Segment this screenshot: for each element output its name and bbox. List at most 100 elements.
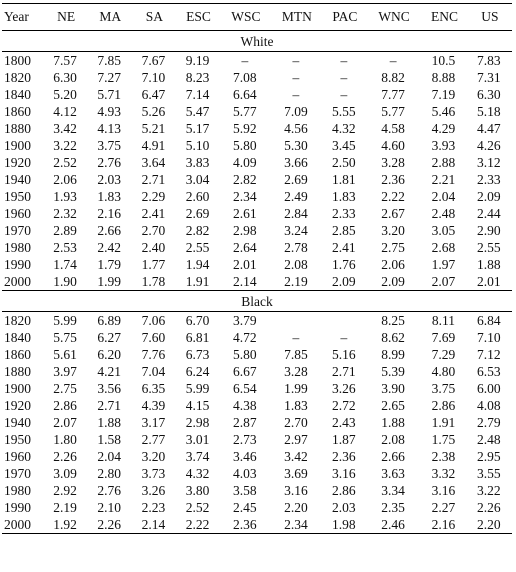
value-cell: 1.83 [284,398,308,413]
value-cell: 2.01 [477,274,501,289]
value-cell: 2.79 [477,415,501,430]
value-cell: 3.22 [477,483,501,498]
year-cell: 1960 [4,206,31,221]
value-cell: 8.82 [381,70,405,85]
value-cell: 2.07 [53,415,77,430]
value-cell: 7.83 [477,53,501,68]
value-cell: 5.30 [284,138,308,153]
value-cell: 3.28 [284,364,308,379]
value-cell: 2.03 [97,172,122,187]
value-cell: 3.63 [381,466,405,481]
value-cell: 1.88 [381,415,405,430]
value-cell [323,312,367,330]
value-cell: 2.26 [88,516,133,534]
table-row: 1960 2.32 2.16 2.41 2.69 2.61 2.84 2.33 2.67 2.48… [2,205,512,222]
value-cell: 7.69 [431,330,456,345]
value-cell: 2.36 [332,449,356,464]
value-cell: 8.62 [381,330,405,345]
value-cell: – [340,53,348,68]
value-cell: 6.70 [185,313,210,328]
value-cell: 3.24 [284,223,308,238]
value-cell: 4.08 [477,398,501,413]
value-cell: 3.05 [431,223,456,238]
value-cell: 4.91 [141,138,166,153]
value-cell: 1.93 [53,189,77,204]
value-cell: 7.27 [97,70,122,85]
year-cell: 2000 [4,274,31,289]
value-cell: – [292,53,300,68]
year-cell: 1820 [4,70,31,85]
value-cell: 2.29 [141,189,166,204]
value-cell: 2.86 [431,398,456,413]
value-cell: 2.71 [332,364,356,379]
value-cell: 5.77 [381,104,405,119]
value-cell: 3.90 [381,381,405,396]
value-cell: 1.79 [97,257,122,272]
value-cell: 2.67 [381,206,405,221]
value-cell: 2.76 [97,483,122,498]
table-row: 1950 1.93 1.83 2.29 2.60 2.34 2.49 1.83 2.22 2.04… [2,188,512,205]
value-cell: 3.83 [185,155,210,170]
value-cell: 2.52 [53,155,77,170]
value-cell: 5.61 [53,347,77,362]
value-cell: 2.22 [381,189,405,204]
value-cell: 2.71 [141,172,166,187]
value-cell: 2.34 [233,189,257,204]
value-cell: 3.17 [141,415,166,430]
value-cell: 2.20 [467,516,512,534]
value-cell: 8.23 [185,70,210,85]
value-cell: 8.11 [431,313,456,328]
value-cell: 5.26 [141,104,166,119]
value-cell: 7.60 [141,330,166,345]
value-cell: 1.58 [97,432,122,447]
value-cell: 7.10 [141,70,166,85]
value-cell: – [340,70,348,85]
year-cell: 1950 [4,189,31,204]
table-row: 1970 2.89 2.66 2.70 2.82 2.98 3.24 2.85 3.20 3.05… [2,222,512,239]
value-cell: 2.92 [53,483,77,498]
value-cell: 2.64 [233,240,257,255]
value-cell: 3.01 [185,432,210,447]
value-cell: 1.81 [332,172,356,187]
year-cell: 1990 [4,500,31,515]
value-cell: 1.76 [332,257,356,272]
year-cell: 1900 [4,381,31,396]
value-cell: 3.75 [431,381,456,396]
value-cell: 2.09 [332,274,356,289]
column-header-ma: MA [88,3,133,31]
value-cell: 4.93 [97,104,122,119]
value-cell: 6.24 [185,364,210,379]
value-cell: 2.84 [284,206,308,221]
value-cell: 1.88 [477,257,501,272]
value-cell: 3.26 [332,381,356,396]
section-title: Black [2,290,512,312]
value-cell: 1.97 [431,257,456,272]
value-cell: 3.97 [53,364,77,379]
value-cell: – [292,70,300,85]
value-cell: 6.53 [477,364,501,379]
value-cell: 5.75 [53,330,77,345]
value-cell: 2.16 [97,206,122,221]
value-cell: 2.08 [284,257,308,272]
value-cell: 2.80 [97,466,122,481]
value-cell: 3.12 [477,155,501,170]
value-cell: 1.99 [284,381,308,396]
value-cell: 4.21 [97,364,122,379]
value-cell: 7.14 [185,87,210,102]
value-cell: 3.55 [477,466,501,481]
value-cell: 3.56 [97,381,122,396]
value-cell: 3.58 [233,483,257,498]
value-cell: 2.50 [332,155,356,170]
value-cell: 2.16 [421,516,468,534]
value-cell: 2.71 [97,398,122,413]
value-cell: 2.52 [185,500,210,515]
column-header-esc: ESC [176,3,221,31]
value-cell: 2.68 [431,240,456,255]
year-cell: 1990 [4,257,31,272]
value-cell: 2.32 [53,206,77,221]
value-cell: 7.09 [284,104,308,119]
value-cell: 7.29 [431,347,456,362]
value-cell: 2.69 [284,172,308,187]
value-cell: 2.04 [431,189,456,204]
table-row: 1840 5.20 5.71 6.47 7.14 6.64 – – 7.77 7.19 6.30 [2,86,512,103]
